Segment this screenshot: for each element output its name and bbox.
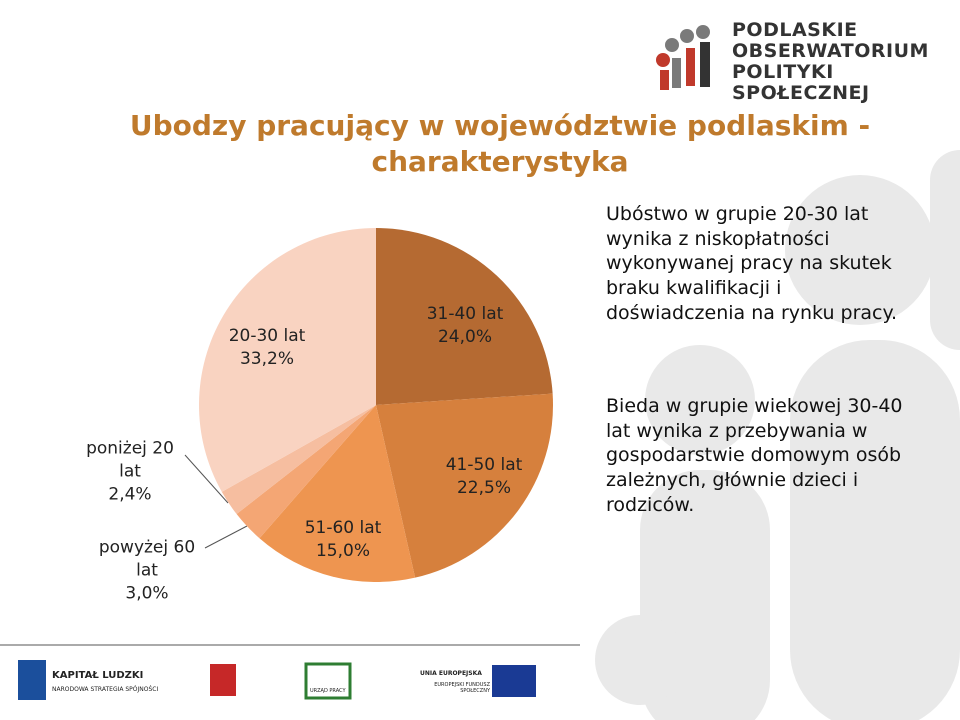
pie-slice	[221, 405, 376, 515]
pie-slice	[236, 405, 376, 539]
value-label: 24,0%	[437, 327, 493, 347]
data-label: 31-40 lat 24,0%	[427, 303, 504, 349]
pie-slice	[376, 228, 553, 405]
logo-line: SPOŁECZNEJ	[732, 82, 870, 104]
value-label: 2,4%	[108, 484, 152, 505]
eu-flag	[492, 665, 536, 697]
data-label: 41-50 lat 22,5%	[446, 454, 523, 500]
data-label: powyżej 60 lat 3,0%	[90, 537, 205, 606]
paragraph: Bieda w grupie wiekowej 30-40 lat wynika…	[606, 395, 903, 516]
up-text: URZĄD PRACY	[310, 688, 346, 694]
logo-line: OBSERWATORIUM	[732, 40, 929, 62]
paragraph: Ubóstwo w grupie 20-30 lat wynika z nisk…	[606, 203, 898, 324]
logo-icon	[656, 25, 710, 90]
pie-slice	[376, 393, 553, 578]
eu-sub: EUROPEJSKI FUNDUSZ SPOŁECZNY	[434, 682, 490, 694]
up-logo	[304, 662, 352, 700]
pie-slice	[198, 228, 376, 492]
value-label: 15,0%	[315, 541, 371, 561]
category-label: 51-60 lat	[304, 518, 382, 539]
logo-line: POLITYKI	[732, 61, 834, 83]
data-label: 51-60 lat 15,0%	[305, 517, 382, 563]
kl-logo-icon	[18, 660, 46, 700]
category-label: 20-30 lat	[228, 326, 306, 347]
pie	[198, 228, 553, 583]
data-label: 20-30 lat 33,2%	[229, 325, 306, 371]
data-label: poniżej 20 lat 2,4%	[75, 438, 185, 507]
value-label: 33,2%	[239, 349, 295, 369]
leader-line	[184, 454, 229, 504]
logo-line: PODLASKIE	[732, 19, 858, 41]
category-label: 31-40 lat	[426, 304, 504, 325]
value-label: 3,0%	[125, 583, 169, 604]
category-label: 41-50 lat	[445, 455, 523, 476]
kl-sub: NARODOWA STRATEGIA SPÓJNOŚCI	[52, 686, 159, 693]
kl-title: KAPITAŁ LUDZKI	[52, 670, 144, 681]
logo-text: PODLASKIE OBSERWATORIUM POLITYKI SPOŁECZ…	[732, 20, 929, 104]
chart-title: Ubodzy pracujący w województwie podlaski…	[129, 109, 871, 178]
category-label: powyżej 60 lat	[98, 537, 196, 581]
coat-of-arms	[210, 664, 236, 696]
category-label: poniżej 20 lat	[86, 438, 174, 482]
eu-title: UNIA EUROPEJSKA	[420, 670, 482, 677]
background-figures	[595, 150, 960, 720]
leader-line	[204, 525, 248, 549]
pie-slice	[259, 405, 416, 583]
value-label: 22,5%	[456, 478, 512, 498]
